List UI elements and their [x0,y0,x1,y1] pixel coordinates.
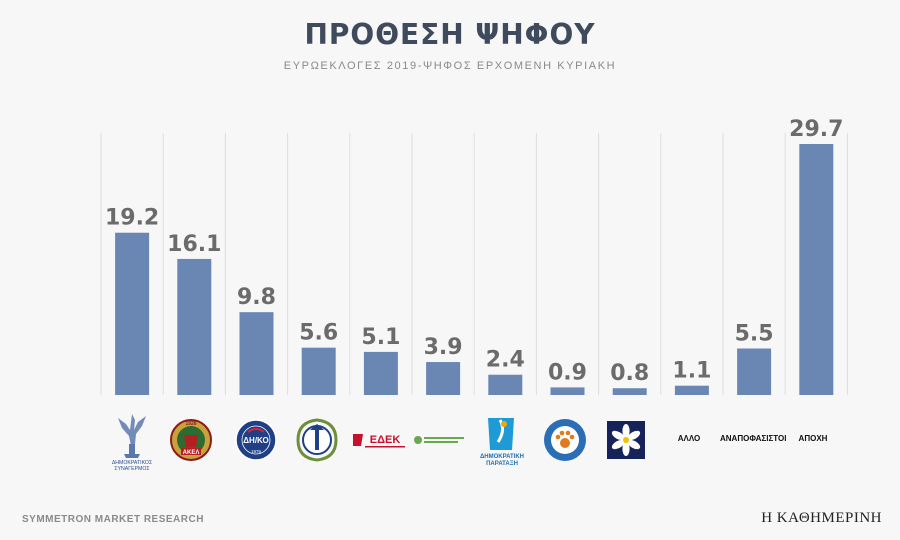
winged-victory-icon: ΔΗΜΟΚΡΑΤΙΚΟΣ ΣΥΝΑΓΕΡΜΟΣ [102,410,162,472]
svg-text:1926: 1926 [185,421,196,427]
data-label: 0.9 [548,360,587,385]
paw-emblem-icon [535,410,595,470]
jasmine-flower-icon [596,410,656,470]
svg-text:ΣΥΝΑΓΕΡΜΟΣ: ΣΥΝΑΓΕΡΜΟΣ [114,466,149,472]
svg-text:1976: 1976 [251,449,262,454]
data-label: 5.6 [299,321,338,346]
greens-logo-icon [410,410,470,470]
akel-emblem-icon: ΑΚΕΛ 1926 [161,410,221,470]
bar [488,374,523,395]
svg-text:ΔΗ/ΚΟ: ΔΗ/ΚΟ [243,436,268,445]
source-credit: SYMMETRON MARKET RESEARCH [22,514,204,525]
bar [799,143,834,395]
chart-subtitle: ΕΥΡΩΕΚΛΟΓΕΣ 2019-ΨΗΦΟΣ ΕΡΧΟΜΕΝΗ ΚΥΡΙΑΚΗ [283,60,617,72]
data-label: 5.5 [735,322,774,347]
bar [550,387,585,395]
bar [737,348,772,395]
chart-title: ΠΡΟΘΕΣΗ ΨΗΦΟΥ [304,18,596,51]
category-label-other: ΑΛΛΟ [677,434,701,443]
bar [426,362,461,395]
bar [674,385,709,395]
category-label-abstention: ΑΠΟΧΗ [798,434,828,443]
bar [239,312,274,395]
elam-emblem-icon [287,410,347,470]
data-label: 19.2 [105,206,159,231]
category-label-undecided: ΑΝΑΠΟΦΑΣΙΣΤΟΙ [720,434,787,443]
data-label: 2.4 [486,348,525,373]
svg-text:ΕΔΕΚ: ΕΔΕΚ [370,434,401,446]
bar [301,347,336,395]
publisher-logo: Η ΚΑΘΗΜΕΡΙΝΗ [761,510,882,526]
data-label: 9.8 [237,285,276,310]
bar [363,351,398,395]
svg-text:ΠΑΡΑΤΑΞΗ: ΠΑΡΑΤΑΞΗ [486,461,518,467]
data-label: 29.7 [789,117,843,142]
bar [612,388,647,395]
svg-text:ΔΗΜΟΚΡΑΤΙΚΗ: ΔΗΜΟΚΡΑΤΙΚΗ [480,454,524,460]
bar [177,258,212,395]
diko-emblem-icon: ΔΗ/ΚΟ 1976 [226,410,286,470]
data-label: 3.9 [424,335,463,360]
svg-text:ΔΗΜΟΚΡΑΤΙΚΟΣ: ΔΗΜΟΚΡΑΤΙΚΟΣ [112,460,152,466]
dipa-logo-icon: ΔΗΜΟΚΡΑΤΙΚΗ ΠΑΡΑΤΑΞΗ [472,410,532,470]
svg-text:ΑΚΕΛ: ΑΚΕΛ [183,450,200,456]
data-label: 0.8 [610,361,649,386]
data-label: 1.1 [672,359,711,384]
data-label: 5.1 [361,325,400,350]
data-label: 16.1 [167,232,221,257]
edek-logo-icon: ΕΔΕΚ [349,410,409,470]
bar [115,232,150,395]
